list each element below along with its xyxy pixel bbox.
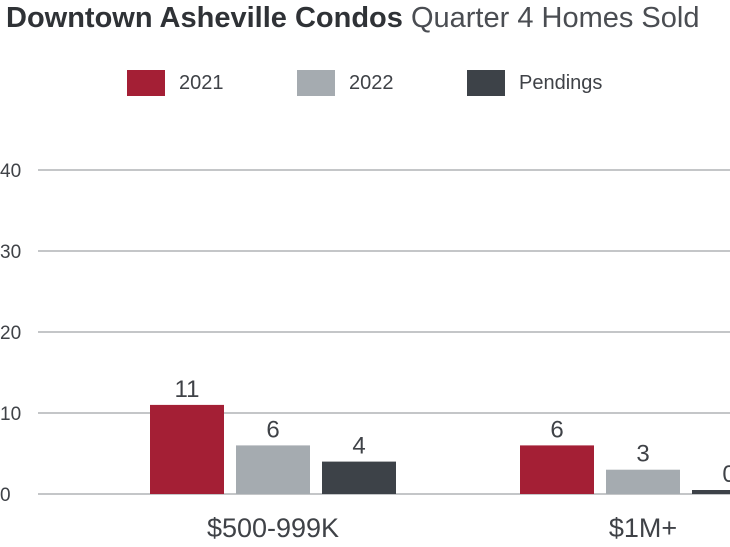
legend-item-pendings: Pendings bbox=[467, 70, 602, 96]
legend-label-pendings: Pendings bbox=[519, 71, 603, 94]
bar-2022-0 bbox=[236, 445, 310, 494]
y-tick-label-10: 10 bbox=[0, 404, 21, 425]
legend-label-2021: 2021 bbox=[179, 71, 224, 94]
y-tick-label-30: 30 bbox=[0, 242, 21, 263]
legend-item-2022: 2022 bbox=[297, 70, 394, 96]
y-tick-label-20: 20 bbox=[0, 323, 21, 344]
category-label-0: $500-999K bbox=[207, 513, 339, 543]
bar-pendings-0 bbox=[322, 461, 396, 494]
legend-label-2022: 2022 bbox=[349, 71, 394, 94]
legend-swatch-pendings bbox=[467, 70, 505, 96]
legend-swatch-2021 bbox=[127, 70, 165, 96]
bar-2021-0 bbox=[150, 404, 224, 494]
data-label-2021-0: 11 bbox=[175, 376, 200, 403]
y-tick-label-0: 0 bbox=[0, 485, 11, 506]
bar-2021-1 bbox=[520, 445, 594, 494]
chart-title-sub: Quarter 4 Homes Sold bbox=[410, 2, 700, 34]
chart-title-main: Downtown Asheville Condos bbox=[6, 2, 403, 34]
data-label-pendings-0: 4 bbox=[352, 433, 365, 460]
legend-swatch-2022 bbox=[297, 70, 335, 96]
chart-title: Downtown Asheville Condos Quarter 4 Home… bbox=[6, 2, 699, 35]
bar-pendings-1 bbox=[692, 490, 730, 494]
y-tick-label-40: 40 bbox=[0, 161, 21, 182]
category-label-1: $1M+ bbox=[609, 513, 677, 543]
data-label-2022-0: 6 bbox=[266, 416, 279, 443]
data-label-pendings-1: 0 bbox=[722, 461, 730, 488]
data-label-2021-1: 6 bbox=[550, 416, 563, 443]
data-label-2022-1: 3 bbox=[636, 441, 649, 468]
chart-legend: 2021 2022 Pendings bbox=[0, 70, 730, 102]
legend-item-2021: 2021 bbox=[127, 70, 224, 96]
bar-2022-1 bbox=[606, 469, 680, 494]
